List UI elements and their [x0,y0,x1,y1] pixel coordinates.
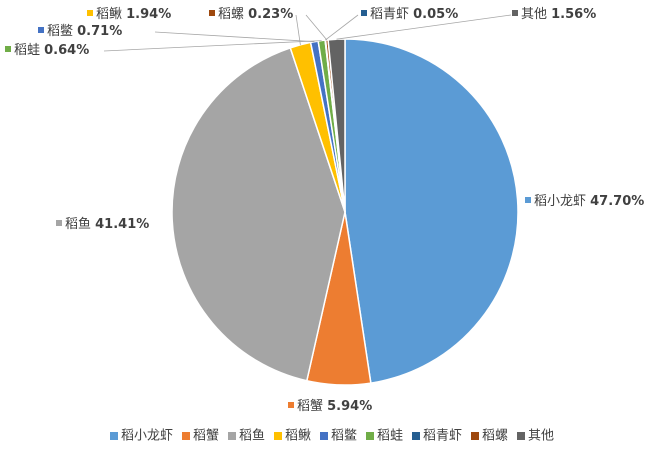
data-label-category: 稻鱼 [65,216,95,232]
data-label-marker [209,10,215,16]
data-label-category: 稻青虾 [370,7,413,22]
data-label-category: 稻小龙虾 [534,194,590,209]
data-label-value: 0.23% [248,7,293,22]
legend-marker [366,432,374,440]
legend-marker [517,432,525,440]
leader-line [295,14,301,45]
data-label-value: 0.05% [413,7,458,22]
data-label-value: 5.94% [327,399,372,414]
legend-entry: 稻蟹 [193,429,219,444]
legend-entry: 稻青虾 [423,429,462,444]
data-label-value: 41.41% [95,217,149,232]
data-label: 稻螺 0.23% [218,7,293,22]
data-label-marker [38,27,44,33]
leader-line [154,31,315,43]
legend-entry: 稻鳖 [331,429,357,444]
legend-marker [274,432,282,440]
legend-marker [182,432,190,440]
data-label-value: 0.64% [44,43,89,58]
legend-marker [471,432,479,440]
data-label-marker [288,402,294,408]
data-label-value: 1.56% [551,7,596,22]
pie-slice [171,46,346,382]
legend-marker [110,432,118,440]
data-label: 其他 1.56% [521,7,596,22]
legend-entry: 稻小龙虾 [121,429,173,444]
data-label-marker [56,220,62,226]
data-label-value: 47.70% [590,194,644,209]
legend-entry: 稻蛙 [377,429,403,444]
data-label: 稻鱼 41.41% [65,216,149,232]
data-label: 稻青虾 0.05% [370,7,458,22]
data-label-marker [512,10,518,16]
data-label: 稻鳅 1.94% [96,7,171,22]
data-label-marker [5,46,11,52]
data-label: 稻蛙 0.64% [14,43,89,58]
legend-entry: 稻螺 [482,429,508,444]
data-label-marker [361,10,367,16]
leader-line [103,40,322,52]
data-label-marker [87,10,93,16]
data-label-value: 1.94% [126,7,171,22]
data-label: 稻蟹 5.94% [297,399,372,414]
legend-entry: 稻鳅 [285,429,311,444]
data-label-category: 其他 [521,7,551,22]
leader-line [325,14,359,41]
data-label-category: 稻鳖 [47,24,77,39]
data-label-category: 稻鳅 [96,7,126,22]
data-label-category: 稻螺 [218,7,248,22]
leader-line [336,14,512,40]
data-label: 稻鳖 0.71% [47,24,122,39]
data-label: 稻小龙虾 47.70% [534,194,644,209]
leader-line [305,14,328,41]
legend-marker [320,432,328,440]
data-label-value: 0.71% [77,24,122,39]
legend-marker [228,432,236,440]
data-label-category: 稻蛙 [14,43,44,58]
legend-entry: 稻鱼 [239,428,265,444]
data-label-category: 稻蟹 [297,399,327,414]
data-label-marker [525,197,531,203]
legend-entry: 其他 [528,429,554,444]
pie-slice [344,38,519,384]
legend-marker [412,432,420,440]
